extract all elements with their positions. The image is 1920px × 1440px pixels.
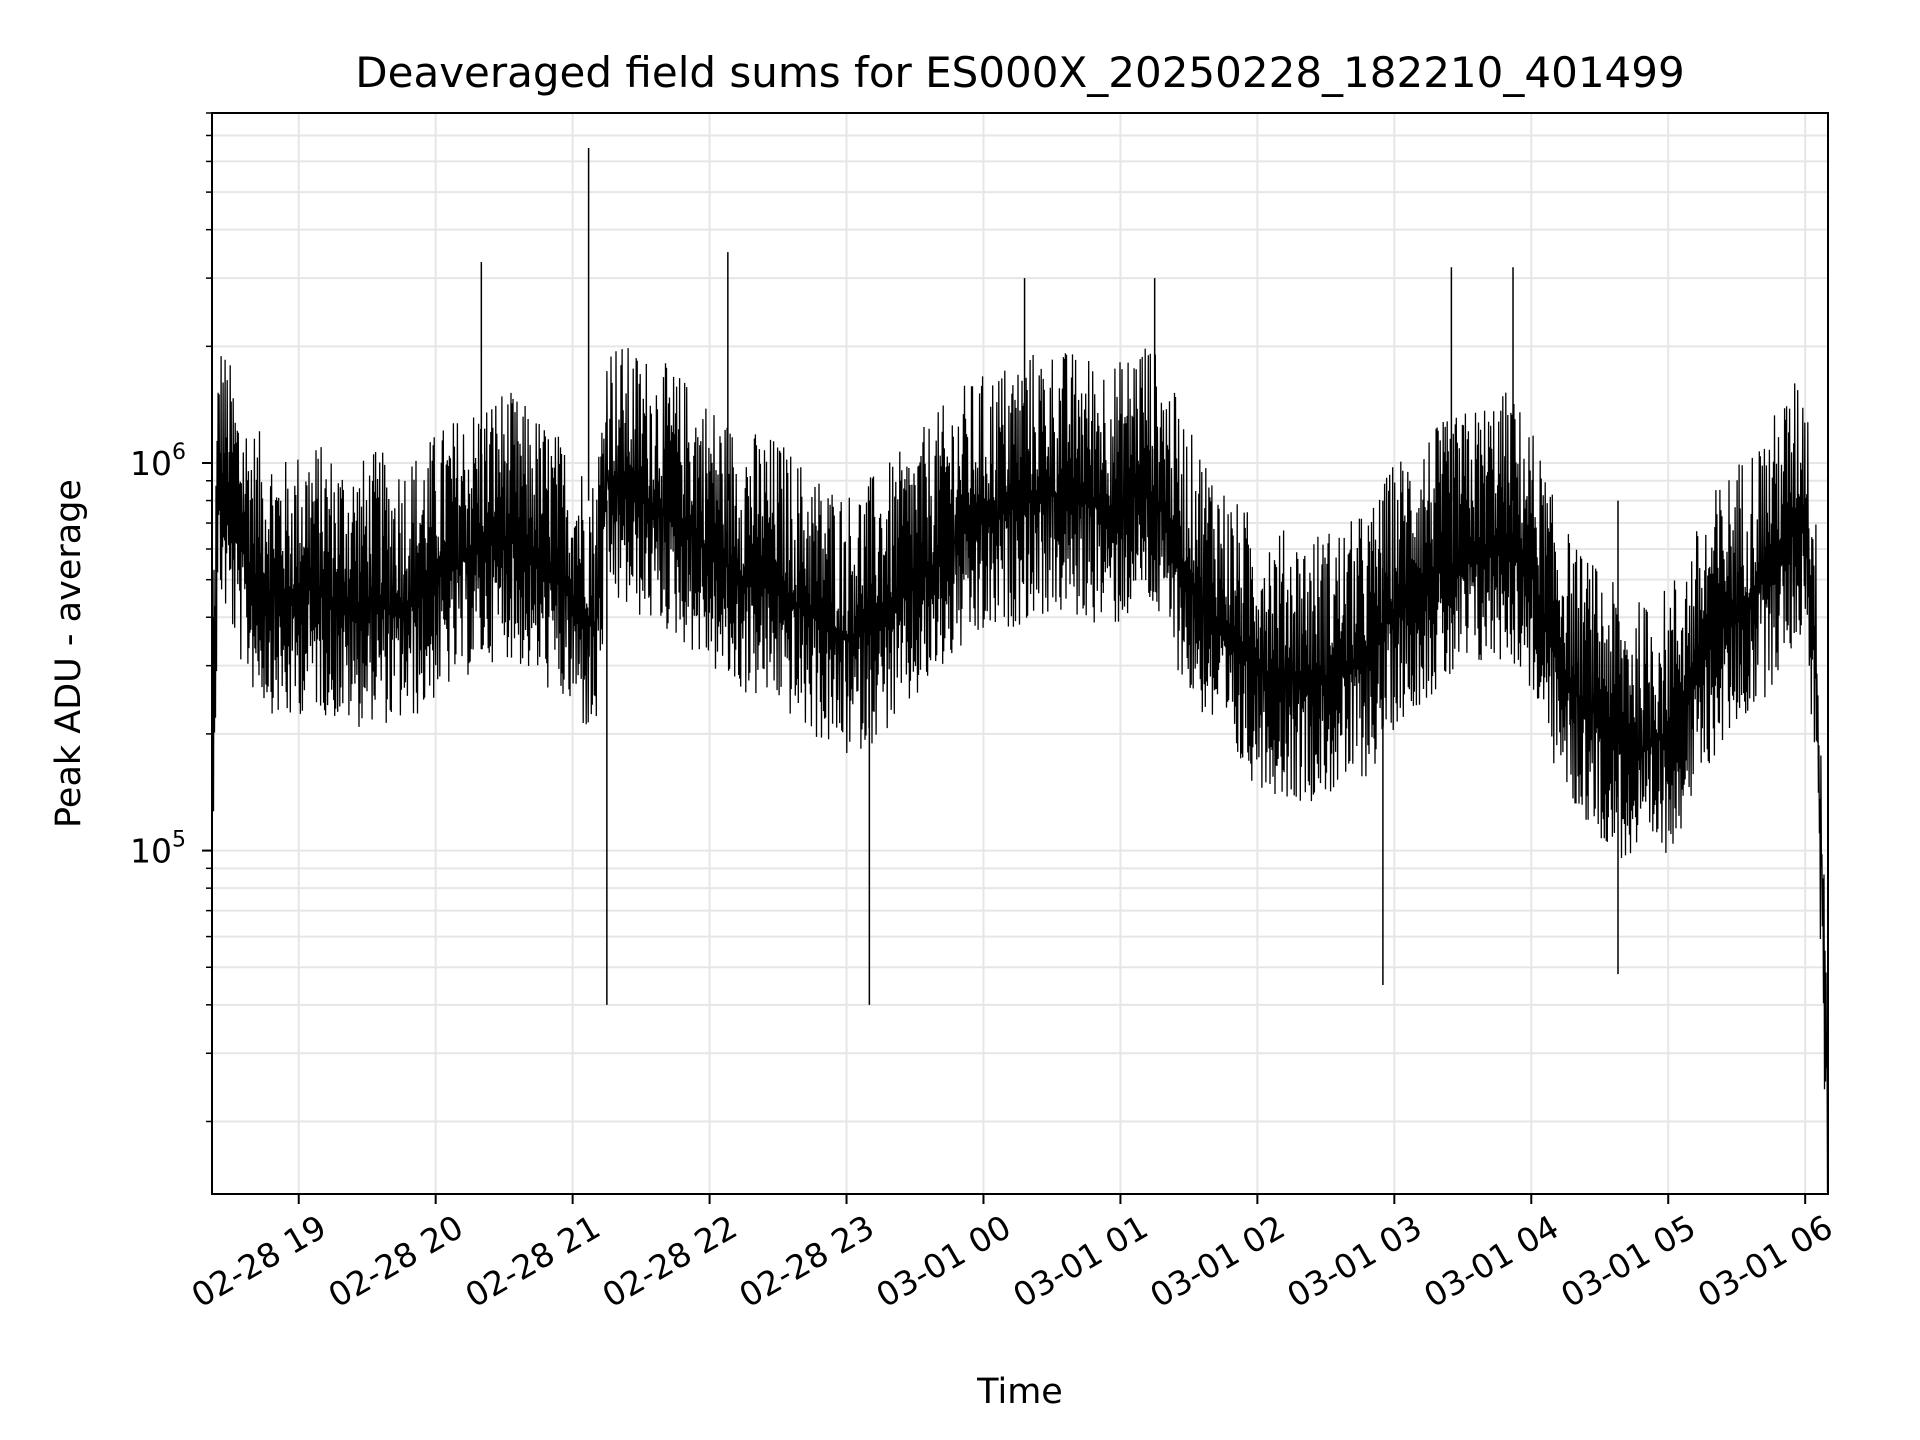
plot-frame [211,112,1829,1195]
y-tick-base: 10 [130,444,172,483]
series-line [211,348,1829,1193]
y-tick-exponent: 5 [172,828,186,853]
y-tick-label: 106 [130,440,186,483]
y-axis-label: Peak ADU - average [49,479,89,828]
x-axis-label: Time [976,1372,1063,1412]
y-tick-base: 10 [130,832,172,871]
data-area [211,147,1829,1193]
chart-title: Deaveraged field sums for ES000X_2025022… [355,48,1684,97]
y-tick-exponent: 6 [172,440,186,465]
y-tick-label: 105 [130,828,186,871]
